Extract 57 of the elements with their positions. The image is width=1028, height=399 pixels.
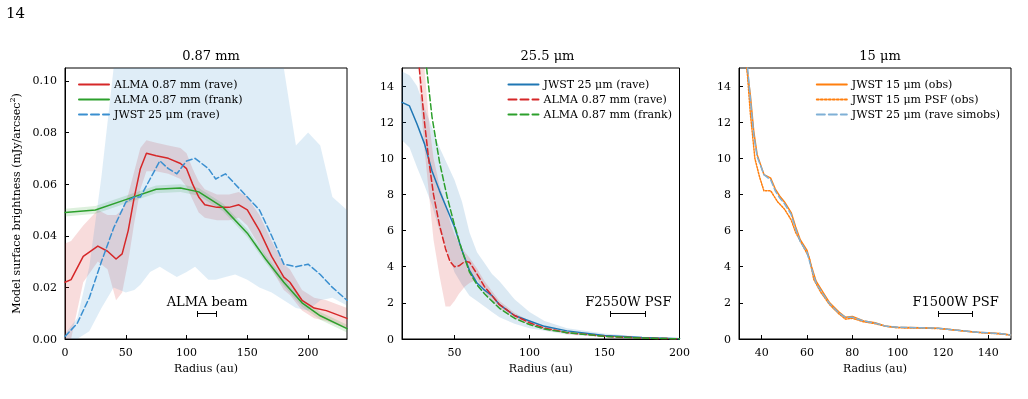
legend-label: JWST 25 μm (rave)	[542, 78, 650, 91]
y-tick-label: 0	[724, 332, 731, 346]
annotation: F2550W PSF	[585, 293, 672, 309]
y-tick-label: 12	[380, 115, 394, 129]
chart-title: 25.5 μm	[520, 48, 575, 63]
x-tick-label: 200	[669, 346, 690, 359]
x-tick-label: 40	[754, 346, 769, 359]
chart-title: 0.87 mm	[182, 48, 240, 63]
x-tick-label: 140	[977, 346, 999, 359]
y-tick-label: 14	[717, 79, 731, 93]
legend-label: JWST 25 μm (rave simobs)	[850, 108, 1001, 121]
y-tick-label: 4	[387, 260, 394, 274]
y-tick-label: 14	[380, 79, 394, 93]
text: 14	[6, 4, 26, 22]
chart-title: 15 μm	[859, 48, 901, 63]
x-tick-label: 50	[118, 346, 133, 359]
annotation: F1500W PSF	[912, 293, 999, 309]
y-tick-label: 8	[387, 187, 394, 201]
y-tick-label: 10	[380, 151, 394, 165]
x-tick-label: 50	[447, 346, 462, 359]
y-tick-label: 12	[717, 115, 731, 129]
x-tick-label: 120	[932, 346, 954, 359]
legend-label: ALMA 0.87 mm (rave)	[542, 93, 667, 106]
x-tick-label: 150	[594, 346, 615, 359]
y-tick-label: 0.06	[32, 177, 57, 191]
y-tick-label: 0.04	[32, 229, 57, 243]
y-tick-label: 0.00	[32, 332, 57, 346]
legend-label: ALMA 0.87 mm (frank)	[113, 93, 243, 106]
x-tick-label: 100	[887, 346, 909, 359]
x-tick-label: 200	[297, 346, 319, 359]
legend-label: JWST 15 μm PSF (obs)	[850, 93, 979, 106]
y-tick-label: 0.02	[32, 280, 57, 294]
y-tick-label: 0.10	[32, 74, 57, 88]
legend-label: JWST 15 μm (obs)	[850, 78, 953, 91]
legend-label: JWST 25 μm (rave)	[113, 108, 220, 121]
x-axis-title: Radius (au)	[173, 361, 239, 375]
annotation: ALMA beam	[166, 293, 248, 309]
y-tick-label: 10	[717, 151, 731, 165]
y-tick-label: 8	[724, 187, 731, 201]
y-tick-label: 0.08	[32, 126, 57, 140]
y-tick-label: 6	[387, 224, 394, 238]
x-tick-label: 150	[236, 346, 258, 359]
y-tick-label: 2	[724, 296, 731, 310]
x-tick-label: 100	[519, 346, 540, 359]
legend-label: ALMA 0.87 mm (frank)	[542, 108, 673, 121]
legend-label: ALMA 0.87 mm (rave)	[113, 78, 238, 91]
x-axis-title: Radius (au)	[842, 361, 908, 375]
y-tick-label: 0	[387, 332, 394, 346]
x-axis-title: Radius (au)	[508, 361, 573, 375]
x-tick-label: 80	[845, 346, 860, 359]
x-tick-label: 100	[176, 346, 198, 359]
y-tick-label: 2	[387, 296, 394, 310]
y-tick-label: 6	[724, 224, 731, 238]
y-axis-title: Model surface brightness (mJy/arcsec2)	[8, 93, 23, 314]
y-tick-label: 4	[724, 260, 731, 274]
x-tick-label: 60	[800, 346, 814, 359]
x-tick-label: 0	[61, 346, 69, 359]
